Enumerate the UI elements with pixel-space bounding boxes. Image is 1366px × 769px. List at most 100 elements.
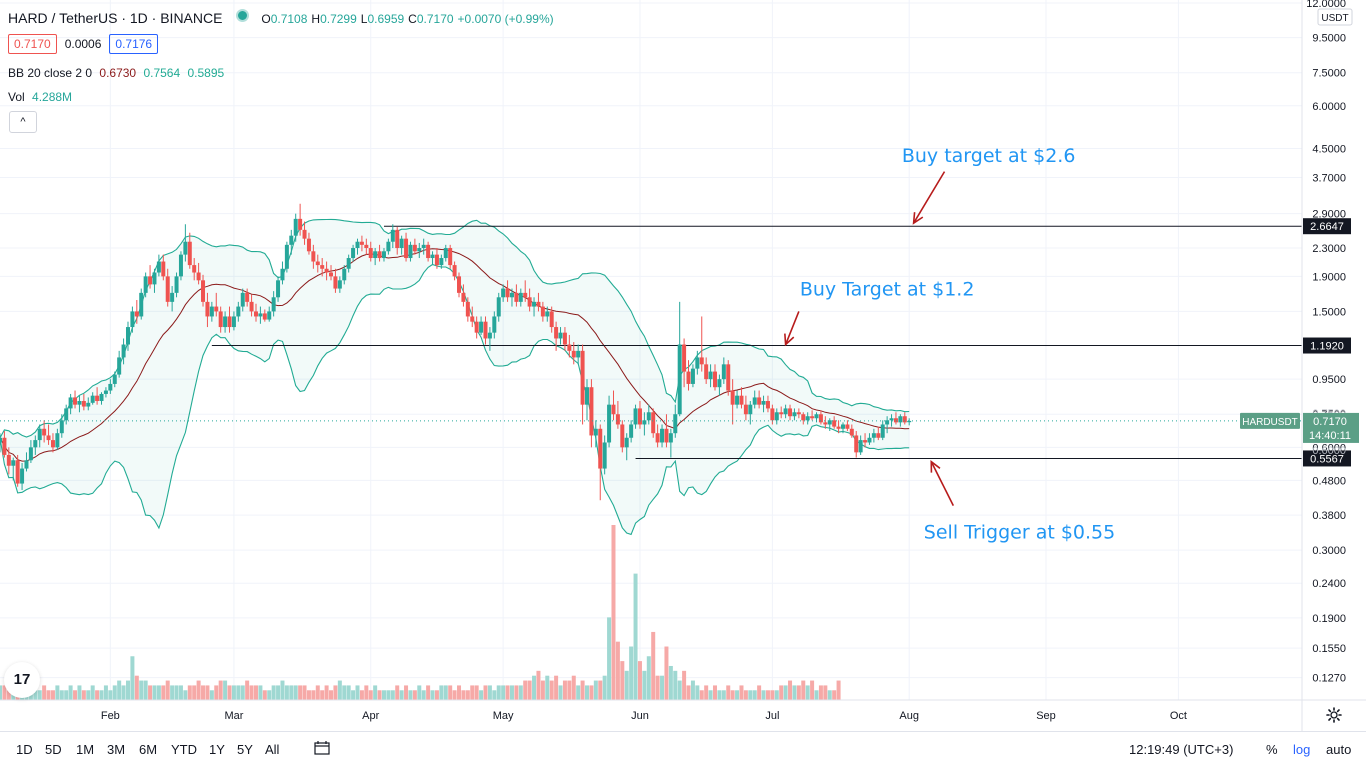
annotations[interactable]: Buy target at $2.6 Buy Target at $1.2 Sell… — [784, 145, 1115, 544]
candle — [483, 316, 488, 345]
range-button-all[interactable]: All — [265, 742, 280, 757]
candle-body — [695, 357, 700, 369]
annotation-text[interactable]: Buy Target at $1.2 — [800, 279, 975, 301]
range-button-5d[interactable]: 5D — [45, 742, 62, 757]
volume-bar — [399, 690, 404, 700]
volume-bar — [253, 685, 258, 700]
candle — [359, 235, 364, 252]
candle — [554, 321, 559, 351]
annotation-text[interactable]: Sell Trigger at $0.55 — [924, 522, 1115, 544]
volume-bar — [646, 656, 651, 700]
price-scale[interactable]: 12.0000 9.5000 7.5000 6.0000 4.5000 3.7000 2.9… — [1240, 0, 1359, 731]
range-button-6m[interactable]: 6M — [139, 742, 158, 757]
price-tick-label: 0.1900 — [1312, 613, 1346, 625]
volume-bar — [562, 680, 567, 700]
time-tick-label: Feb — [101, 710, 120, 722]
candle-body — [637, 408, 642, 425]
range-button-3m[interactable]: 3M — [107, 742, 126, 757]
candle-body — [209, 306, 214, 317]
candle-body — [823, 422, 828, 425]
candle — [258, 306, 263, 324]
candle — [240, 288, 245, 312]
candle-body — [73, 397, 78, 405]
volume-bar — [320, 690, 325, 700]
volume-bar — [505, 685, 510, 700]
volume-bar — [540, 680, 545, 700]
candle — [417, 242, 422, 259]
range-button-5y[interactable]: 5Y — [237, 742, 253, 757]
price-tick-label: 2.3000 — [1312, 243, 1346, 255]
volume-bar — [443, 685, 448, 700]
candle — [479, 316, 484, 335]
sell-price-button[interactable]: 0.7170 — [8, 34, 57, 54]
log-scale-button[interactable]: log — [1293, 742, 1311, 757]
level-price-label: 0.5567 — [1310, 453, 1344, 465]
ohlc-o: O0.7108 — [261, 12, 308, 26]
currency-label-box[interactable] — [1317, 8, 1353, 26]
candle — [686, 360, 691, 391]
volume-bar — [284, 685, 289, 700]
volume-bar — [589, 685, 594, 700]
time-scale[interactable]: Feb Mar Apr May Jun Jul Aug Sep Oct — [0, 699, 1366, 722]
candle-body — [271, 297, 276, 312]
volume-bar — [77, 685, 82, 700]
bb-legend[interactable]: BB 20 close 2 0 0.6730 0.7564 0.5895 — [8, 66, 228, 80]
candle-body — [139, 292, 144, 317]
price-tick-label: 3.7000 — [1312, 173, 1346, 185]
candle — [598, 424, 603, 501]
volume-bar — [108, 690, 113, 700]
volume-bar — [68, 685, 73, 700]
candle — [792, 408, 797, 421]
range-button-1m[interactable]: 1M — [76, 742, 95, 757]
candle — [880, 420, 885, 441]
candle-body — [439, 258, 444, 266]
gear-icon[interactable] — [1326, 707, 1342, 723]
candle — [289, 229, 294, 255]
faint-price-tag: 0.6000 — [1312, 445, 1346, 457]
range-button-ytd[interactable]: YTD — [171, 742, 197, 757]
auto-scale-button[interactable]: auto — [1326, 742, 1352, 757]
volume-legend[interactable]: Vol 4.288M — [8, 90, 76, 104]
candle — [695, 350, 700, 375]
collapse-legend-button[interactable]: ^ — [9, 111, 37, 133]
volume-bar — [33, 690, 38, 700]
candle-body — [333, 276, 338, 289]
volume-bar — [726, 685, 731, 700]
calendar-icon[interactable] — [314, 741, 330, 755]
clock[interactable]: 12:19:49 (UTC+3) — [1129, 742, 1234, 757]
candle-body — [399, 238, 404, 249]
price-tick-label: 0.1550 — [1312, 643, 1346, 655]
candle — [311, 244, 316, 269]
volume-bar — [156, 685, 161, 700]
buy-price-button[interactable]: 0.7176 — [109, 34, 159, 54]
horizontal-levels[interactable]: 2.6647 1.1920 0.5567 — [211, 218, 1351, 467]
volume-bar — [426, 685, 431, 700]
volume-bar — [346, 685, 351, 700]
price-tick-label: 6.0000 — [1312, 101, 1346, 113]
volume-bar — [355, 685, 360, 700]
percent-scale-button[interactable]: % — [1266, 742, 1278, 757]
volume-bar — [748, 690, 753, 700]
symbol-title[interactable]: HARD / TetherUS · 1D · BINANCE — [8, 10, 223, 26]
candle — [6, 447, 11, 475]
candle — [757, 390, 762, 409]
tradingview-logo[interactable]: 17 — [4, 662, 40, 698]
candle-body — [629, 424, 634, 438]
candle-body — [214, 306, 219, 312]
candle-body — [170, 292, 175, 302]
price-tick-label: 0.2400 — [1312, 578, 1346, 590]
volume-bar — [554, 675, 559, 700]
volume-bar — [421, 690, 426, 700]
candle — [492, 311, 497, 339]
annotation-text[interactable]: Buy target at $2.6 — [902, 145, 1076, 167]
candle-body — [863, 440, 868, 443]
candle — [324, 261, 329, 281]
volume-bar — [518, 685, 523, 700]
range-button-1d[interactable]: 1D — [16, 742, 33, 757]
range-button-1y[interactable]: 1Y — [209, 742, 225, 757]
price-tick-label: 1.5000 — [1312, 306, 1346, 318]
candle — [284, 241, 289, 273]
candle — [452, 261, 457, 281]
volume-bar — [170, 685, 175, 700]
